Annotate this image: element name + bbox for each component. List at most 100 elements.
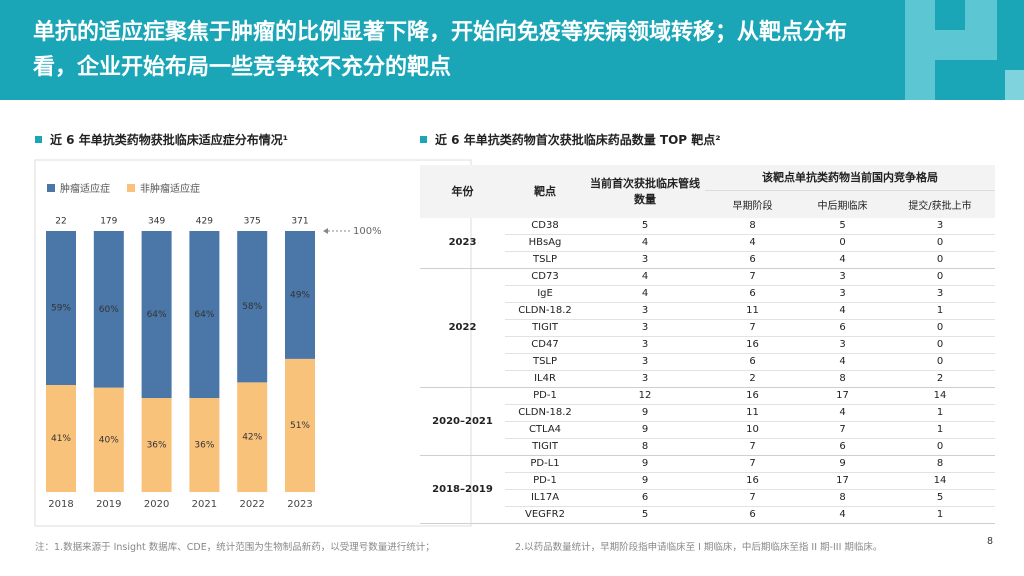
table-cell: 8 (885, 455, 996, 473)
table-row: CLDN-18.2 3 11 4 1 (420, 302, 996, 320)
header-cell: 提交/获批上市 (885, 190, 996, 218)
total-label: 22 (55, 217, 66, 227)
table-cell: 3 (800, 268, 885, 286)
table-row: TSLP 3 6 4 0 (420, 251, 996, 269)
table-cell: IgE (505, 285, 585, 303)
table-cell: 0 (885, 234, 996, 252)
table-cell: 1 (885, 302, 996, 320)
table-row: TIGIT 8 7 6 0 (420, 438, 996, 456)
table-row: 2018–2019 PD-L1 9 7 9 8 (420, 455, 996, 524)
table-cell: 6 (705, 285, 800, 303)
legend-swatch (127, 184, 135, 192)
table-cell: PD-1 (505, 387, 585, 405)
table-cell: CD38 (505, 217, 585, 235)
table-cell: 6 (705, 251, 800, 269)
table-cell: 8 (800, 370, 885, 388)
table-cell: 6 (800, 319, 885, 337)
value-label: 58% (242, 302, 262, 312)
table-cell: 3 (885, 217, 996, 235)
value-label: 64% (194, 310, 214, 320)
table-cell: 10 (705, 421, 800, 439)
page-number: 8 (987, 536, 994, 547)
table-cell: IL4R (505, 370, 585, 388)
value-label: 59% (51, 303, 71, 313)
table-row: IgE 4 6 3 3 (420, 285, 996, 303)
table-cell: 7 (705, 438, 800, 456)
table-row: IL17A 6 7 8 5 (420, 489, 996, 507)
table-cell: 4 (585, 234, 705, 252)
table-title: 近 6 年单抗类药物首次获批临床药品数量 TOP 靶点² (420, 131, 721, 148)
table-cell: 7 (800, 421, 885, 439)
table-cell: 1 (885, 421, 996, 439)
table-cell: 2 (705, 370, 800, 388)
table-cell: CLDN-18.2 (505, 302, 585, 320)
chart-title: 近 6 年单抗类药物获批临床适应症分布情况¹ (35, 131, 288, 148)
table-cell: HBsAg (505, 234, 585, 252)
year-cell: 2022 (420, 268, 505, 388)
table-cell: CD73 (505, 268, 585, 286)
table-cell: 0 (885, 268, 996, 286)
table-cell: 9 (585, 472, 705, 490)
table-cell: CTLA4 (505, 421, 585, 439)
table-row: IL4R 3 2 8 2 (420, 370, 996, 388)
table-cell: 6 (800, 438, 885, 456)
table-cell: 17 (800, 387, 885, 405)
deco (905, 30, 997, 60)
table-cell: 7 (705, 455, 800, 473)
table-row: PD-1 9 16 17 14 (420, 472, 996, 490)
table-cell: 4 (800, 251, 885, 269)
table-cell: IL17A (505, 489, 585, 507)
value-label: 51% (290, 421, 310, 431)
table-cell: TIGIT (505, 319, 585, 337)
bar-segment (141, 398, 172, 492)
table-cell: 0 (885, 319, 996, 337)
header-decoration (905, 0, 1024, 100)
total-label: 371 (291, 217, 308, 227)
table-cell: 16 (705, 472, 800, 490)
table-cell: 9 (585, 421, 705, 439)
footnote: 2.以药品数量统计，早期阶段指申请临床至 I 期临床，中后期临床至指 II 期-… (515, 542, 883, 553)
x-tick-label: 2023 (287, 499, 312, 510)
bar-segment (189, 231, 220, 399)
header-cell: 该靶点单抗类药物当前国内竞争格局 (705, 165, 996, 191)
legend-label: 非肿瘤适应症 (140, 182, 200, 195)
table-cell: 7 (705, 268, 800, 286)
table-cell: 3 (885, 285, 996, 303)
table-cell: 9 (585, 404, 705, 422)
annotation: 100% (353, 226, 382, 237)
table-cell: 4 (585, 285, 705, 303)
table-cell: 6 (705, 353, 800, 371)
table-cell: 8 (705, 217, 800, 235)
value-label: 36% (194, 441, 214, 451)
value-label: 36% (147, 441, 167, 451)
total-label: 375 (244, 217, 261, 227)
table-cell: 4 (705, 234, 800, 252)
table-cell: 1 (885, 404, 996, 422)
value-label: 41% (51, 434, 71, 444)
table-cell: 11 (705, 404, 800, 422)
table-cell: 6 (585, 489, 705, 507)
table-cell: 3 (585, 319, 705, 337)
value-label: 42% (242, 433, 262, 443)
table-cell: 3 (800, 336, 885, 354)
table-cell: CD47 (505, 336, 585, 354)
table-cell: 12 (585, 387, 705, 405)
bar-segment (46, 384, 76, 492)
bar-segment (285, 231, 315, 359)
x-tick-label: 2020 (144, 499, 169, 510)
table-row: 2020–2021 PD-1 12 16 17 14 (420, 387, 996, 456)
table-row: TIGIT 3 7 6 0 (420, 319, 996, 337)
table-cell: 3 (585, 302, 705, 320)
value-label: 40% (99, 435, 119, 445)
deco (1005, 70, 1024, 100)
table-cell: 0 (800, 234, 885, 252)
bar-segment (285, 358, 315, 492)
table-cell: 4 (800, 353, 885, 371)
table-cell: TSLP (505, 251, 585, 269)
table-cell: 16 (705, 336, 800, 354)
table-cell: 5 (585, 217, 705, 235)
table-cell: 11 (705, 302, 800, 320)
table-cell: 0 (885, 251, 996, 269)
bar-segment (93, 231, 124, 388)
